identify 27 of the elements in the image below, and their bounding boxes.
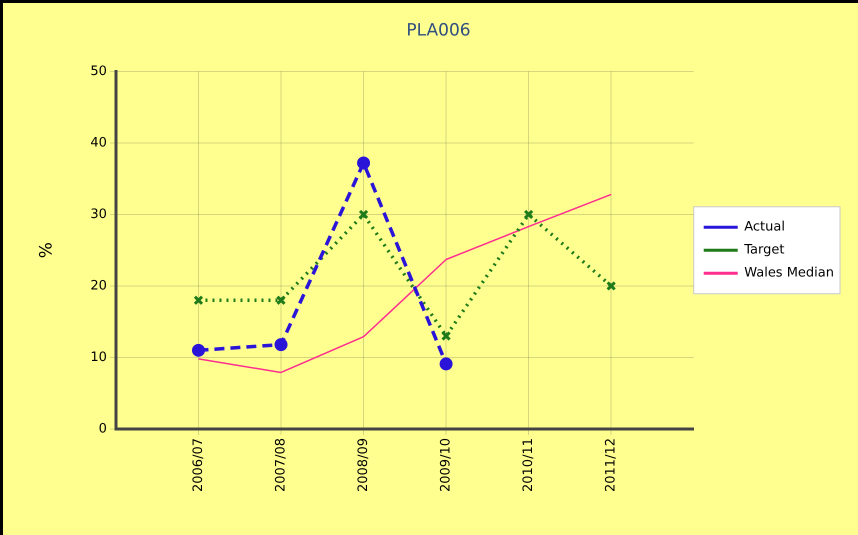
legend-label: Target bbox=[743, 242, 784, 258]
y-tick-label: 20 bbox=[90, 278, 107, 294]
y-tick-label: 0 bbox=[98, 421, 107, 436]
point bbox=[441, 330, 452, 342]
point bbox=[358, 209, 369, 220]
chart-title: PLA006 bbox=[406, 20, 471, 41]
point bbox=[274, 338, 288, 352]
point bbox=[192, 344, 205, 357]
y-axis-title: % bbox=[36, 242, 57, 258]
x-tick-label: 2010/11 bbox=[521, 438, 536, 492]
point bbox=[276, 295, 286, 306]
point bbox=[524, 209, 534, 220]
y-tick-label: 50 bbox=[90, 64, 107, 79]
x-tick-label: 2009/10 bbox=[438, 438, 454, 492]
point bbox=[606, 280, 616, 291]
point bbox=[440, 357, 453, 370]
x-tick-label: 2011/12 bbox=[604, 438, 619, 492]
legend-label: Wales Median bbox=[744, 266, 834, 281]
point bbox=[357, 156, 370, 170]
y-tick-label: 10 bbox=[90, 350, 107, 365]
x-tick-label: 2006/07 bbox=[190, 438, 206, 492]
y-tick-label: 30 bbox=[90, 206, 107, 222]
legend-label: Actual bbox=[744, 220, 785, 235]
y-tick-label: 40 bbox=[90, 135, 107, 150]
x-tick-label: 2008/09 bbox=[356, 438, 371, 492]
point bbox=[193, 295, 204, 306]
x-tick-label: 2007/08 bbox=[273, 438, 288, 492]
